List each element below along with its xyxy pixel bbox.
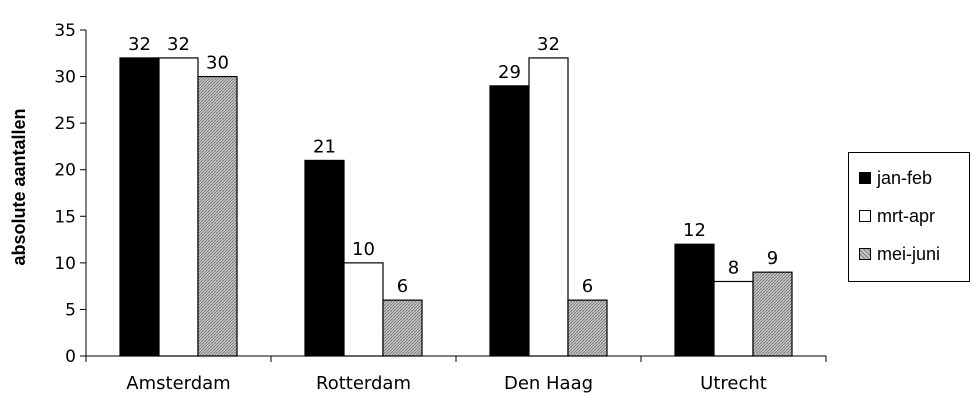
x-tick-label: Den Haag [504, 373, 593, 394]
data-label: 32 [167, 34, 190, 55]
y-tick-label: 20 [54, 161, 76, 181]
legend-swatch-mei-juni [859, 248, 871, 260]
bar-mei-juni [197, 75, 238, 357]
bar-mrt-apr [713, 280, 754, 357]
bar-mrt-apr [343, 262, 384, 357]
y-tick-label: 15 [54, 207, 76, 227]
data-label: 21 [313, 136, 336, 157]
data-label: 6 [582, 276, 593, 297]
x-tick-label: Rotterdam [316, 373, 411, 394]
bar-mrt-apr [158, 57, 199, 357]
y-tick-label: 10 [54, 254, 76, 274]
bar-jan-feb [119, 57, 160, 357]
y-tick-label: 25 [54, 114, 76, 134]
legend-item-mrt-apr: mrt-apr [859, 205, 935, 227]
bar-jan-feb [304, 159, 345, 357]
y-tick-label: 5 [65, 300, 76, 320]
data-label: 9 [767, 248, 778, 269]
data-label: 6 [397, 276, 408, 297]
bars-group [119, 57, 793, 357]
y-tick-label: 35 [54, 21, 76, 41]
axes: 0 5 10 15 20 25 30 35 Amsterdam Rotterdam Den Haag… [54, 21, 827, 394]
data-label: 32 [128, 34, 151, 55]
x-tick-label: Amsterdam [126, 373, 230, 394]
data-label: 12 [683, 220, 706, 241]
legend-item-mei-juni: mei-juni [859, 243, 940, 265]
bar-jan-feb [674, 243, 715, 357]
legend-label: jan-feb [877, 167, 933, 188]
y-axis-label: absolute aantallen [9, 108, 29, 265]
legend-swatch-mrt-apr [859, 210, 871, 222]
data-labels-group: 32 21 29 12 32 10 32 8 30 6 6 9 [128, 34, 778, 297]
bar-mrt-apr [528, 57, 569, 357]
y-tick-label: 30 [54, 68, 76, 88]
bar-jan-feb [489, 85, 530, 357]
data-label: 10 [352, 239, 375, 260]
data-label: 8 [728, 257, 739, 278]
legend: jan-feb mrt-apr mei-juni [848, 152, 970, 282]
legend-swatch-jan-feb [859, 172, 871, 184]
x-tick-label: Utrecht [700, 373, 767, 394]
bar-mei-juni [752, 271, 793, 357]
legend-label: mrt-apr [877, 205, 935, 226]
legend-label: mei-juni [877, 243, 941, 264]
data-label: 29 [498, 62, 521, 83]
legend-item-jan-feb: jan-feb [859, 167, 932, 189]
bar-mei-juni [382, 299, 423, 357]
data-label: 32 [537, 34, 560, 55]
y-tick-label: 0 [65, 347, 76, 367]
bar-mei-juni [567, 299, 608, 357]
data-label: 30 [206, 53, 229, 74]
